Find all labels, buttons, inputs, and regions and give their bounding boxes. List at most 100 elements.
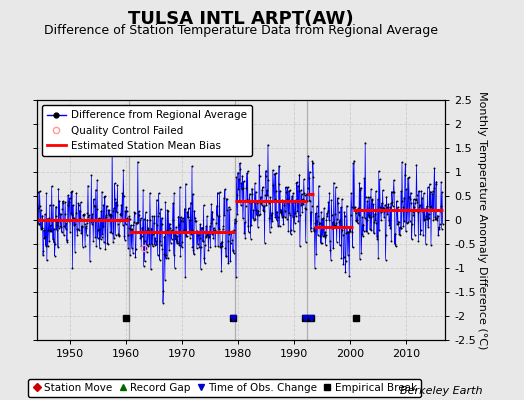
Point [86, 217, 94, 224]
Point [89, 218, 97, 224]
Point [89, 238, 97, 244]
Point [211, 227, 219, 234]
Point [129, 250, 137, 256]
Point [208, 231, 216, 237]
Point [80, 212, 88, 218]
Point [395, 224, 403, 230]
Point [342, 230, 351, 236]
Point [36, 225, 45, 232]
Point [205, 229, 213, 236]
Point [364, 194, 372, 200]
Point [435, 221, 444, 228]
Point [230, 250, 238, 256]
Point [320, 232, 328, 238]
Point [110, 234, 118, 241]
Point [348, 229, 356, 235]
Point [48, 236, 57, 242]
Point [429, 188, 437, 194]
Point [300, 190, 309, 196]
Point [220, 212, 228, 218]
Point [139, 263, 148, 269]
Point [39, 248, 48, 255]
Point [328, 225, 336, 232]
Point [234, 186, 243, 192]
Point [188, 163, 196, 169]
Point [272, 188, 280, 194]
Point [73, 226, 81, 233]
Point [56, 222, 64, 229]
Point [248, 191, 257, 197]
Point [398, 198, 407, 205]
Point [394, 204, 402, 210]
Point [48, 217, 57, 224]
Point [198, 224, 206, 231]
Point [43, 216, 51, 222]
Point [237, 180, 246, 186]
Point [349, 160, 357, 167]
Point [341, 269, 350, 275]
Point [314, 212, 322, 219]
Point [329, 219, 337, 225]
Point [197, 244, 205, 250]
Point [178, 244, 186, 250]
Point [230, 227, 238, 233]
Point [414, 208, 422, 215]
Point [396, 232, 404, 238]
Point [153, 222, 161, 228]
Point [423, 184, 432, 191]
Point [237, 202, 245, 208]
Point [302, 190, 311, 197]
Point [413, 199, 422, 205]
Point [71, 248, 79, 255]
Point [192, 229, 201, 236]
Point [203, 213, 211, 220]
Point [135, 208, 143, 214]
Point [401, 172, 409, 178]
Point [241, 219, 249, 226]
Point [322, 232, 330, 238]
Point [144, 225, 152, 231]
Point [101, 193, 109, 199]
Point [318, 240, 326, 246]
Point [60, 222, 69, 229]
Point [308, 203, 316, 209]
Point [148, 241, 156, 247]
Point [377, 217, 385, 224]
Point [320, 233, 329, 240]
Point [293, 179, 301, 186]
Point [368, 196, 376, 202]
Point [58, 206, 67, 212]
Point [105, 210, 114, 217]
Point [395, 231, 403, 237]
Point [263, 187, 271, 194]
Point [413, 192, 421, 198]
Point [151, 238, 160, 244]
Point [99, 231, 107, 238]
Point [169, 200, 177, 206]
Point [326, 247, 334, 253]
Point [38, 225, 46, 232]
Point [90, 196, 98, 202]
Point [192, 217, 200, 224]
Point [124, 244, 133, 251]
Point [403, 208, 411, 214]
Point [380, 208, 389, 215]
Point [72, 210, 80, 217]
Point [321, 229, 329, 235]
Point [340, 254, 348, 260]
Point [286, 187, 294, 194]
Point [242, 184, 250, 191]
Point [357, 250, 366, 256]
Point [181, 274, 189, 280]
Point [415, 204, 423, 210]
Point [412, 162, 421, 168]
Point [48, 183, 56, 190]
Point [54, 186, 63, 192]
Point [161, 276, 169, 283]
Point [411, 196, 420, 202]
Point [181, 180, 190, 187]
Point [305, 168, 314, 175]
Point [170, 190, 178, 196]
Point [152, 241, 160, 247]
Point [181, 206, 189, 212]
